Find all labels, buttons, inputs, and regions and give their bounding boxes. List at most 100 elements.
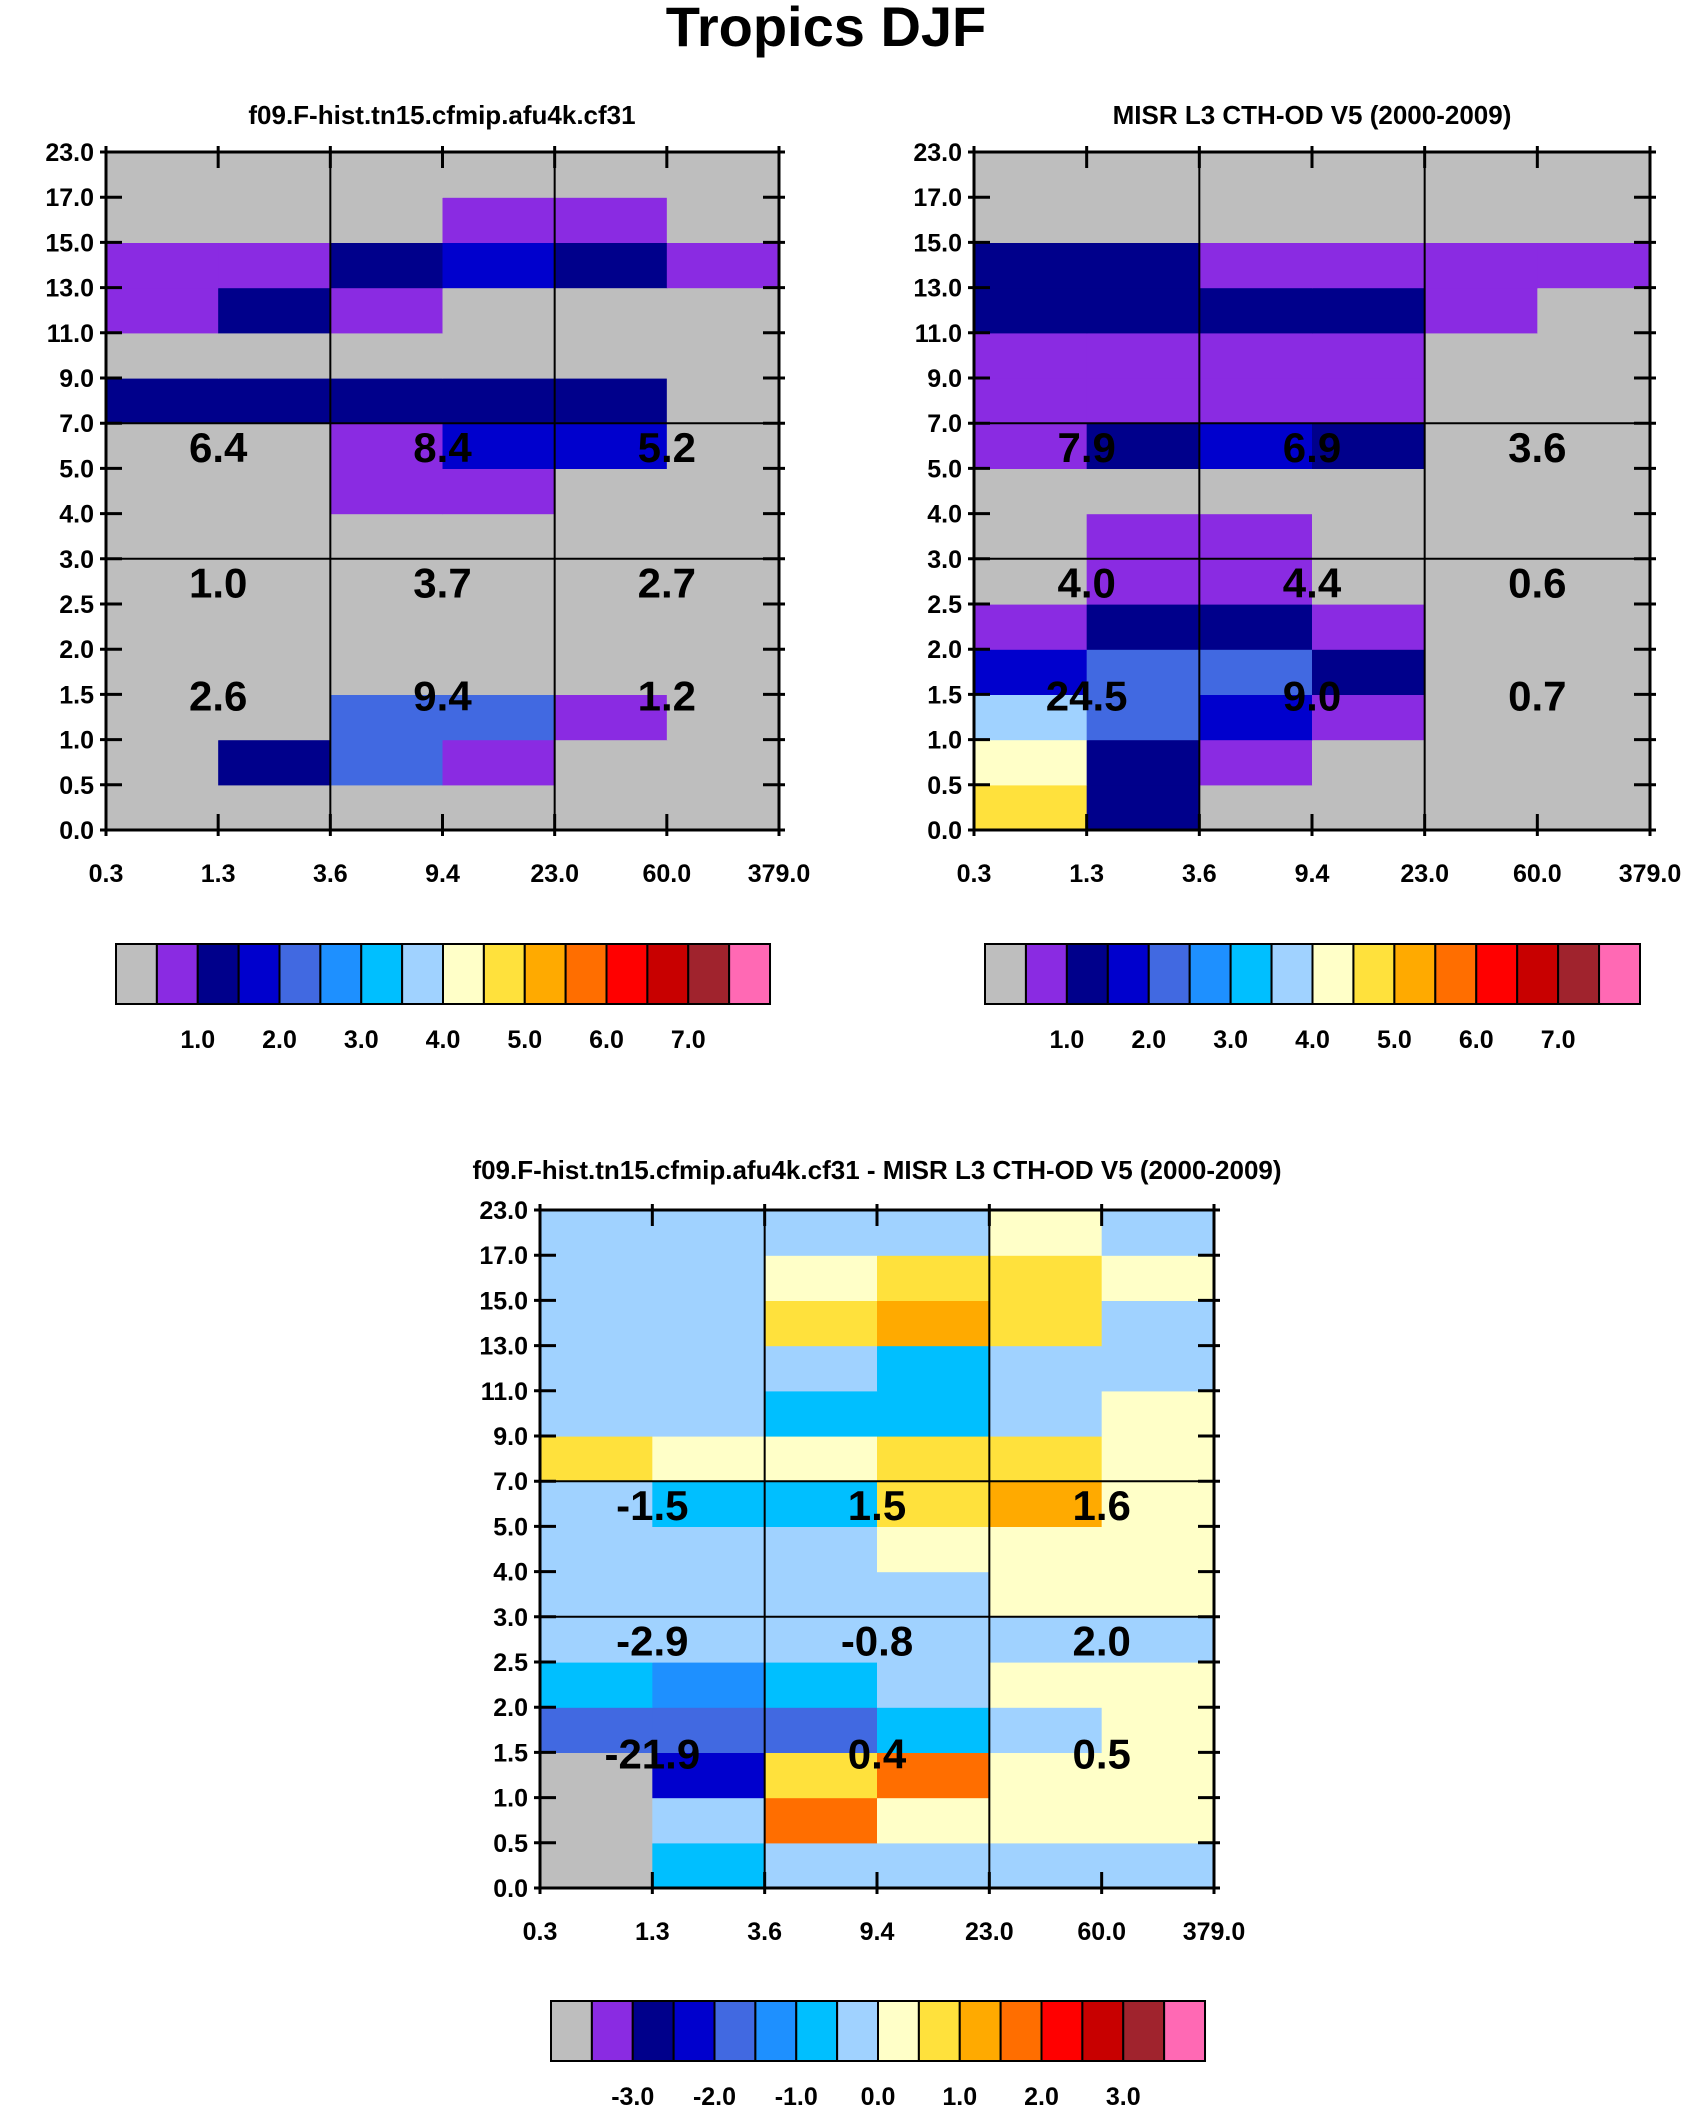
heatmap-cell (218, 739, 331, 786)
heatmap-cell (666, 332, 780, 379)
heatmap-cell (554, 513, 668, 560)
heatmap-cell (1101, 1255, 1215, 1301)
y-tick-label: 0.0 (927, 817, 962, 845)
heatmap-cell (989, 1526, 1103, 1573)
y-tick-label: 13.0 (45, 275, 94, 303)
heatmap-cell (666, 694, 780, 741)
heatmap-cell (989, 1662, 1103, 1708)
colorbar-swatch (401, 943, 445, 1005)
x-tick-label: 3.6 (1182, 860, 1217, 888)
y-tick-label: 23.0 (479, 1197, 528, 1225)
heatmap-cell (1199, 649, 1313, 695)
heatmap-cell (1101, 1526, 1215, 1573)
heatmap-cell (1199, 378, 1313, 424)
block-annotation: 0.6 (1508, 559, 1566, 606)
heatmap-cell (666, 468, 780, 515)
heatmap-cell (554, 784, 668, 831)
colorbar-tick-label: 0.0 (861, 2083, 896, 2109)
heatmap-cell (1312, 784, 1426, 831)
heatmap-cell (974, 197, 1088, 243)
heatmap-cell (1424, 558, 1538, 605)
heatmap-cell (554, 694, 668, 741)
heatmap-cell (1312, 197, 1426, 243)
heatmap-cell (877, 1707, 990, 1753)
heatmap-cell (1312, 513, 1426, 560)
heatmap-cell (1424, 513, 1538, 560)
colorbar-swatch (1516, 943, 1560, 1005)
heatmap-cell (989, 1345, 1103, 1392)
heatmap-cell (106, 197, 219, 243)
heatmap-cell (652, 1842, 766, 1889)
colorbar-swatch (523, 943, 567, 1005)
heatmap-cell (652, 1390, 766, 1437)
heatmap-cell (652, 1255, 766, 1301)
heatmap-cell (764, 1300, 878, 1347)
heatmap-cell (1086, 694, 1200, 741)
heatmap-cell (764, 1345, 878, 1392)
heatmap-cell (218, 197, 331, 243)
heatmap-cell (554, 558, 668, 605)
heatmap-cell (1424, 423, 1538, 469)
heatmap-cell (218, 558, 331, 605)
colorbar-tick-label: 1.0 (1049, 1026, 1084, 1054)
heatmap-cell (1086, 558, 1200, 605)
heatmap-cell (764, 1571, 878, 1618)
colorbar-tick-label: 2.0 (262, 1026, 297, 1054)
heatmap-cell (989, 1436, 1103, 1482)
heatmap-cell (442, 378, 556, 424)
x-tick-label: 23.0 (1400, 860, 1449, 888)
x-tick-label: 9.4 (860, 1918, 895, 1946)
heatmap-cell (1424, 694, 1538, 741)
heatmap-cell (974, 152, 1088, 198)
y-tick-label: 4.0 (493, 1559, 528, 1587)
heatmap-cell (764, 1797, 878, 1844)
heatmap-cell (652, 1707, 766, 1753)
heatmap-cell (1312, 604, 1426, 650)
colorbar-tick-label: 2.0 (1024, 2083, 1059, 2109)
heatmap-cell (1537, 152, 1651, 198)
heatmap-cell (989, 1481, 1103, 1527)
block-annotation: 1.0 (189, 559, 247, 606)
heatmap-cell (974, 332, 1088, 379)
heatmap-cell (764, 1662, 878, 1708)
heatmap-cell (652, 1662, 766, 1708)
heatmap-cell (554, 287, 668, 334)
y-tick-label: 2.5 (927, 591, 962, 619)
block-annotation: 5.2 (638, 424, 696, 471)
heatmap-cell (540, 1481, 653, 1527)
y-tick-label: 2.0 (927, 636, 962, 664)
y-tick-label: 1.5 (927, 681, 962, 709)
figure-title: Tropics DJF (666, 0, 987, 58)
heatmap-cell (989, 1390, 1103, 1437)
colorbar-swatch (155, 943, 199, 1005)
heatmap-cell (666, 513, 780, 560)
heatmap-cell (218, 332, 331, 379)
block-annotation: 8.4 (413, 424, 472, 471)
heatmap-cell (666, 784, 780, 831)
heatmap-cell (1537, 242, 1651, 289)
colorbar-tick-label: 7.0 (1541, 1026, 1576, 1054)
heatmap-cell (1312, 287, 1426, 334)
x-tick-label: 1.3 (201, 860, 236, 888)
y-tick-label: 17.0 (913, 184, 962, 212)
panel-diff: f09.F-hist.tn15.cfmip.afu4k.cf31 - MISR … (472, 1155, 1281, 2109)
heatmap-cell (989, 1842, 1103, 1889)
heatmap-cell (218, 604, 331, 650)
colorbar-swatch (590, 2000, 634, 2062)
heatmap-cell (554, 468, 668, 515)
heatmap-cell (442, 197, 556, 243)
colorbar-swatch (1229, 943, 1273, 1005)
heatmap-cell (1101, 1797, 1215, 1844)
heatmap-cell (1537, 468, 1651, 515)
heatmap-cell (877, 1481, 990, 1527)
colorbar-tick-label: 7.0 (671, 1026, 706, 1054)
y-tick-label: 13.0 (479, 1333, 528, 1361)
heatmap-cell (1101, 1390, 1215, 1437)
x-tick-label: 60.0 (642, 860, 691, 888)
heatmap-cell (540, 1707, 653, 1753)
colorbar-swatch (795, 2000, 839, 2062)
block-annotation: -0.8 (841, 1617, 913, 1664)
heatmap-cell (442, 242, 556, 289)
colorbar-swatch (1122, 2000, 1166, 2062)
block-annotation: 6.9 (1283, 424, 1341, 471)
